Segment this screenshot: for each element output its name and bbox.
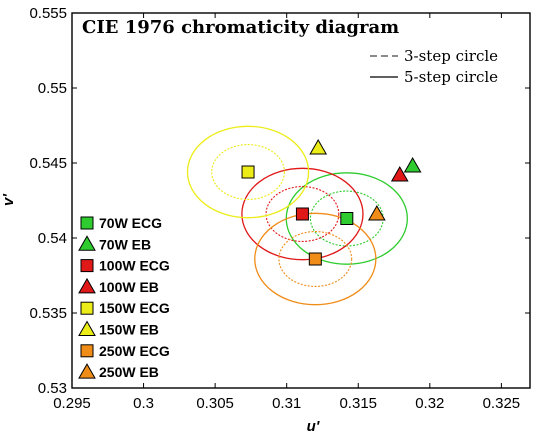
- 3-step-circle: [278, 231, 353, 287]
- triangle-marker: [390, 165, 409, 182]
- data-points: [241, 138, 422, 266]
- x-tick-label: 0.325: [483, 395, 521, 412]
- triangle-marker: [309, 138, 328, 155]
- legend-marker: [80, 344, 94, 358]
- square-marker: [308, 252, 322, 266]
- 3-step-circle: [265, 186, 340, 242]
- square-marker: [340, 212, 354, 225]
- legend-3-step-label: 3-step circle: [404, 47, 498, 65]
- legend-marker: [80, 301, 94, 315]
- legend-label: 100W EB: [99, 279, 159, 295]
- x-tick-label: 0.31: [272, 395, 301, 412]
- legend-marker: [80, 259, 94, 273]
- series-legend: 70W ECG 70W EB 100W ECG 100W EB 150W ECG 150W…: [78, 215, 170, 380]
- circle-legend: 3-step circle 5-step circle: [370, 47, 498, 86]
- y-tick-label: 0.55: [38, 80, 67, 97]
- legend-marker: [78, 277, 96, 294]
- x-tick-label: 0.32: [415, 395, 444, 412]
- y-tick-label: 0.555: [29, 5, 67, 22]
- y-tick-label: 0.545: [29, 155, 67, 172]
- 5-step-circle: [241, 167, 364, 261]
- legend-marker: [80, 216, 94, 230]
- axis-ticks: 0.295 0.3 0.305 0.31 0.315 0.32 0.325 0.53 0.535…: [29, 5, 530, 412]
- legend-label: 100W ECG: [99, 258, 170, 274]
- y-tick-label: 0.535: [29, 305, 67, 322]
- x-tick-label: 0.305: [196, 395, 234, 412]
- legend-5-step-label: 5-step circle: [404, 68, 498, 86]
- y-tick-label: 0.53: [38, 380, 67, 397]
- 5-step-circle: [254, 212, 377, 306]
- legend-label: 70W EB: [99, 236, 151, 252]
- plot-frame: [71, 12, 531, 389]
- y-axis-label: v': [0, 194, 17, 206]
- legend-label: 150W EB: [99, 322, 159, 338]
- legend-label: 70W ECG: [99, 215, 162, 231]
- legend-label: 250W EB: [99, 364, 159, 380]
- chart-title: CIE 1976 chromaticity diagram: [82, 17, 399, 38]
- x-tick-label: 0.315: [339, 395, 377, 412]
- legend-marker: [78, 235, 96, 251]
- legend-label: 150W ECG: [99, 300, 170, 316]
- x-tick-label: 0.295: [53, 395, 91, 412]
- y-tick-label: 0.54: [38, 230, 67, 247]
- triangle-marker: [403, 156, 422, 173]
- square-marker: [241, 165, 255, 179]
- square-marker: [295, 207, 309, 221]
- 3-step-circle: [211, 144, 285, 200]
- legend-label: 250W ECG: [99, 343, 170, 359]
- legend-marker: [78, 363, 96, 379]
- triangle-marker: [367, 204, 386, 221]
- x-tick-label: 0.3: [133, 395, 154, 412]
- macadam-circles: [186, 125, 408, 306]
- x-axis-label: u': [307, 418, 320, 435]
- legend-marker: [78, 320, 96, 336]
- 5-step-circle: [186, 125, 310, 219]
